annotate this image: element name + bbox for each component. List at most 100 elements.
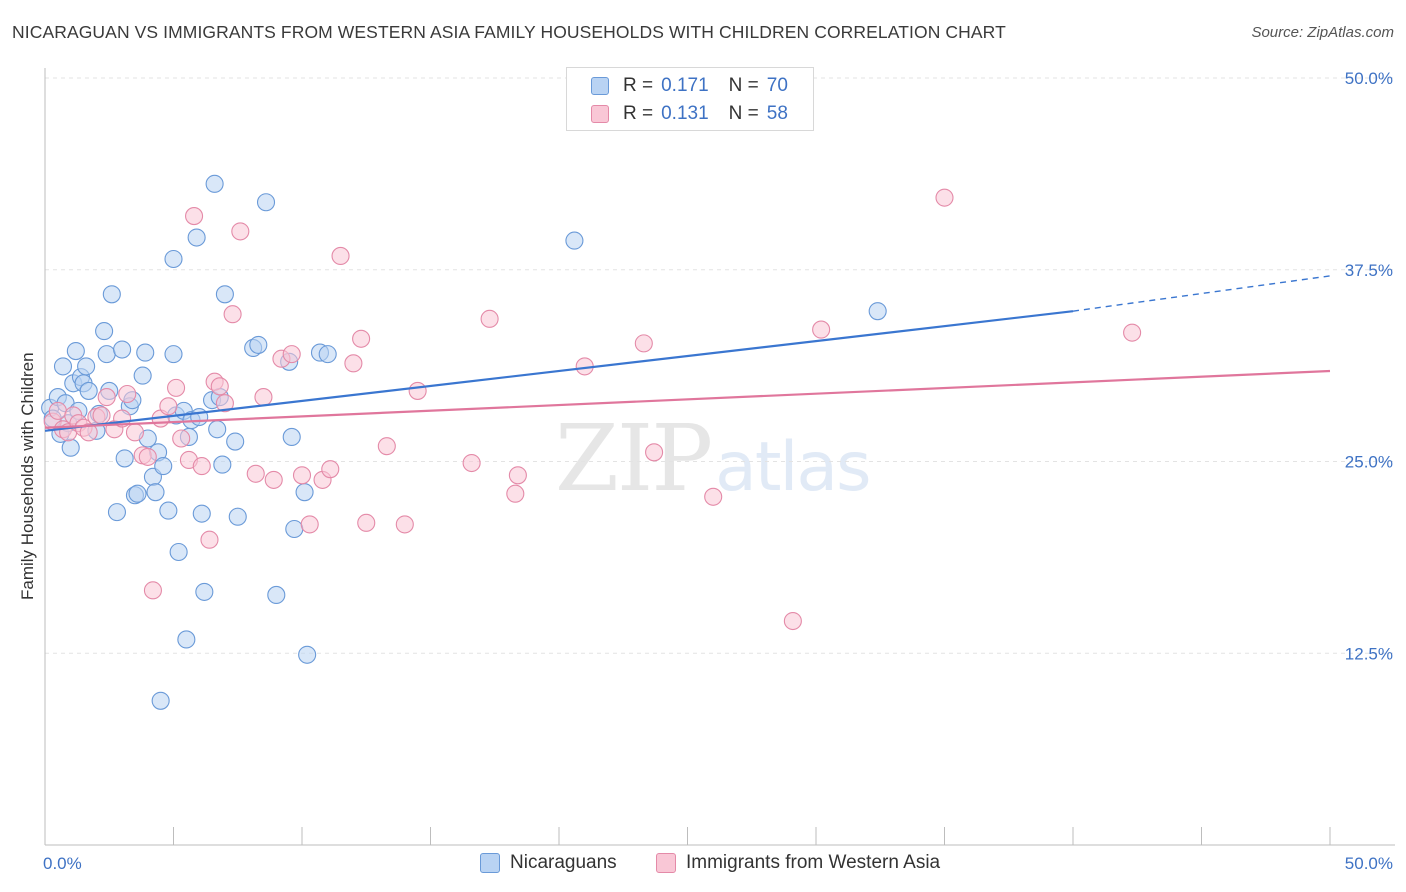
trend-line-nicaraguans-extension <box>1072 275 1331 312</box>
legend-row-nicaraguans: R = 0.171 N = 70 <box>591 75 788 97</box>
data-point-western-asia <box>264 470 283 489</box>
series-legend: Nicaraguans Immigrants from Western Asia <box>0 852 1406 876</box>
data-point-nicaraguans <box>228 507 247 526</box>
x-tick-label-min: 0.0% <box>43 854 82 873</box>
data-point-nicaraguans <box>66 342 85 361</box>
legend-r-label: R = <box>623 103 654 124</box>
data-point-nicaraguans <box>77 357 96 376</box>
data-point-western-asia <box>645 443 664 462</box>
legend-n-value-nicaraguans: 70 <box>766 75 788 96</box>
data-point-nicaraguans <box>177 630 196 649</box>
data-point-nicaraguans <box>97 345 116 364</box>
data-point-western-asia <box>210 377 229 396</box>
watermark-zip: ZIP <box>555 405 713 512</box>
data-point-western-asia <box>352 329 371 348</box>
legend-n-label: N = <box>728 103 759 124</box>
chart-title: NICARAGUAN VS IMMIGRANTS FROM WESTERN AS… <box>12 22 1006 42</box>
legend-n-value-western-asia: 58 <box>766 103 788 124</box>
data-point-western-asia <box>783 611 802 631</box>
series-legend-swatch-western-asia <box>656 853 676 873</box>
data-point-nicaraguans <box>79 381 98 400</box>
data-point-western-asia <box>292 466 312 485</box>
series-legend-label-western-asia: Immigrants from Western Asia <box>686 852 941 873</box>
data-point-nicaraguans <box>154 457 173 476</box>
y-tick-label: 25.0% <box>1345 453 1393 472</box>
legend-row-western-asia: R = 0.131 N = 58 <box>591 103 788 125</box>
data-point-nicaraguans <box>267 585 286 605</box>
data-point-nicaraguans <box>192 504 211 523</box>
y-tick-label: 50.0% <box>1345 69 1393 88</box>
y-tick-label: 37.5% <box>1345 261 1393 280</box>
data-point-nicaraguans <box>146 483 165 502</box>
data-point-nicaraguans <box>226 432 245 451</box>
data-point-western-asia <box>185 207 204 226</box>
data-point-western-asia <box>159 397 178 416</box>
data-point-nicaraguans <box>115 449 134 468</box>
data-point-western-asia <box>331 246 350 265</box>
legend-r-label: R = <box>623 75 654 96</box>
legend-swatch-nicaraguans <box>591 77 609 95</box>
data-point-nicaraguans <box>208 420 227 439</box>
data-point-western-asia <box>506 484 525 503</box>
data-point-western-asia <box>125 423 144 442</box>
series-legend-swatch-nicaraguans <box>480 853 500 873</box>
series-legend-western-asia[interactable]: Immigrants from Western Asia <box>656 852 940 874</box>
data-point-nicaraguans <box>53 357 73 376</box>
data-point-nicaraguans <box>61 438 80 457</box>
y-axis-label: Family Households with Children <box>18 352 37 600</box>
data-point-western-asia <box>357 513 376 532</box>
data-point-nicaraguans <box>205 174 224 193</box>
data-point-western-asia <box>480 309 499 328</box>
legend-r-value-nicaraguans: 0.171 <box>661 75 709 96</box>
data-point-nicaraguans <box>249 335 268 354</box>
data-point-western-asia <box>634 334 653 353</box>
data-point-western-asia <box>231 222 250 241</box>
data-point-western-asia <box>118 384 137 404</box>
data-point-nicaraguans <box>187 228 206 247</box>
data-point-nicaraguans <box>102 285 121 304</box>
data-point-western-asia <box>321 460 340 479</box>
data-point-western-asia <box>97 388 116 407</box>
data-point-western-asia <box>143 581 162 600</box>
watermark-atlas: atlas <box>715 428 871 507</box>
data-point-western-asia <box>935 188 954 207</box>
data-point-nicaraguans <box>164 345 183 364</box>
watermark: ZIPatlas <box>555 405 872 512</box>
data-point-western-asia <box>92 406 111 425</box>
data-point-western-asia <box>408 381 427 400</box>
data-point-nicaraguans <box>318 345 337 364</box>
data-point-western-asia <box>344 354 363 373</box>
source-label: Source: ZipAtlas.com <box>1251 24 1394 41</box>
data-point-western-asia <box>282 345 301 364</box>
data-point-nicaraguans <box>282 427 301 447</box>
data-point-western-asia <box>200 530 219 549</box>
trend-line-western-asia <box>44 369 1331 429</box>
data-point-western-asia <box>300 515 319 534</box>
data-point-western-asia <box>395 515 414 534</box>
data-point-nicaraguans <box>159 501 178 520</box>
data-point-nicaraguans <box>195 582 214 601</box>
data-point-nicaraguans <box>113 340 132 359</box>
data-point-western-asia <box>138 447 157 466</box>
data-point-nicaraguans <box>128 484 147 503</box>
data-point-western-asia <box>377 437 396 456</box>
series-legend-nicaraguans[interactable]: Nicaraguans <box>480 852 617 874</box>
data-point-western-asia <box>79 423 98 442</box>
data-point-western-asia <box>1123 323 1142 342</box>
data-point-nicaraguans <box>215 285 234 304</box>
data-point-nicaraguans <box>95 322 114 341</box>
data-point-nicaraguans <box>136 343 155 362</box>
data-point-western-asia <box>223 305 242 324</box>
legend-swatch-western-asia <box>591 105 609 123</box>
data-point-western-asia <box>704 487 723 506</box>
data-point-western-asia <box>812 320 831 339</box>
trend-line-nicaraguans <box>44 310 1074 432</box>
data-point-western-asia <box>48 401 67 420</box>
data-point-western-asia <box>167 378 186 397</box>
x-tick-label-max: 50.0% <box>1345 854 1393 873</box>
data-point-nicaraguans <box>295 483 314 502</box>
data-point-western-asia <box>508 466 527 485</box>
data-point-nicaraguans <box>565 231 584 250</box>
data-point-nicaraguans <box>164 249 183 269</box>
